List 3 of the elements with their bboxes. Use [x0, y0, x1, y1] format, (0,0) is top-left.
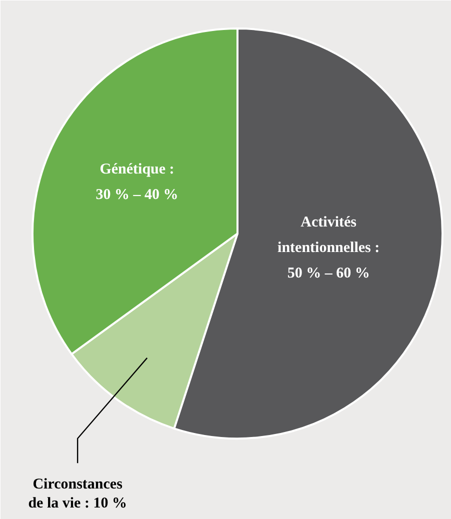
slice-label: Génétique : 30 % – 40 %	[96, 162, 178, 204]
slice-label: Circonstances de la vie : 10 %	[28, 476, 127, 512]
slice-label: Activités intentionnelles : 50 % – 60 %	[278, 214, 380, 282]
